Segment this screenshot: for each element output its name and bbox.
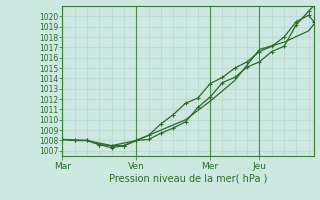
X-axis label: Pression niveau de la mer( hPa ): Pression niveau de la mer( hPa ): [109, 173, 267, 183]
